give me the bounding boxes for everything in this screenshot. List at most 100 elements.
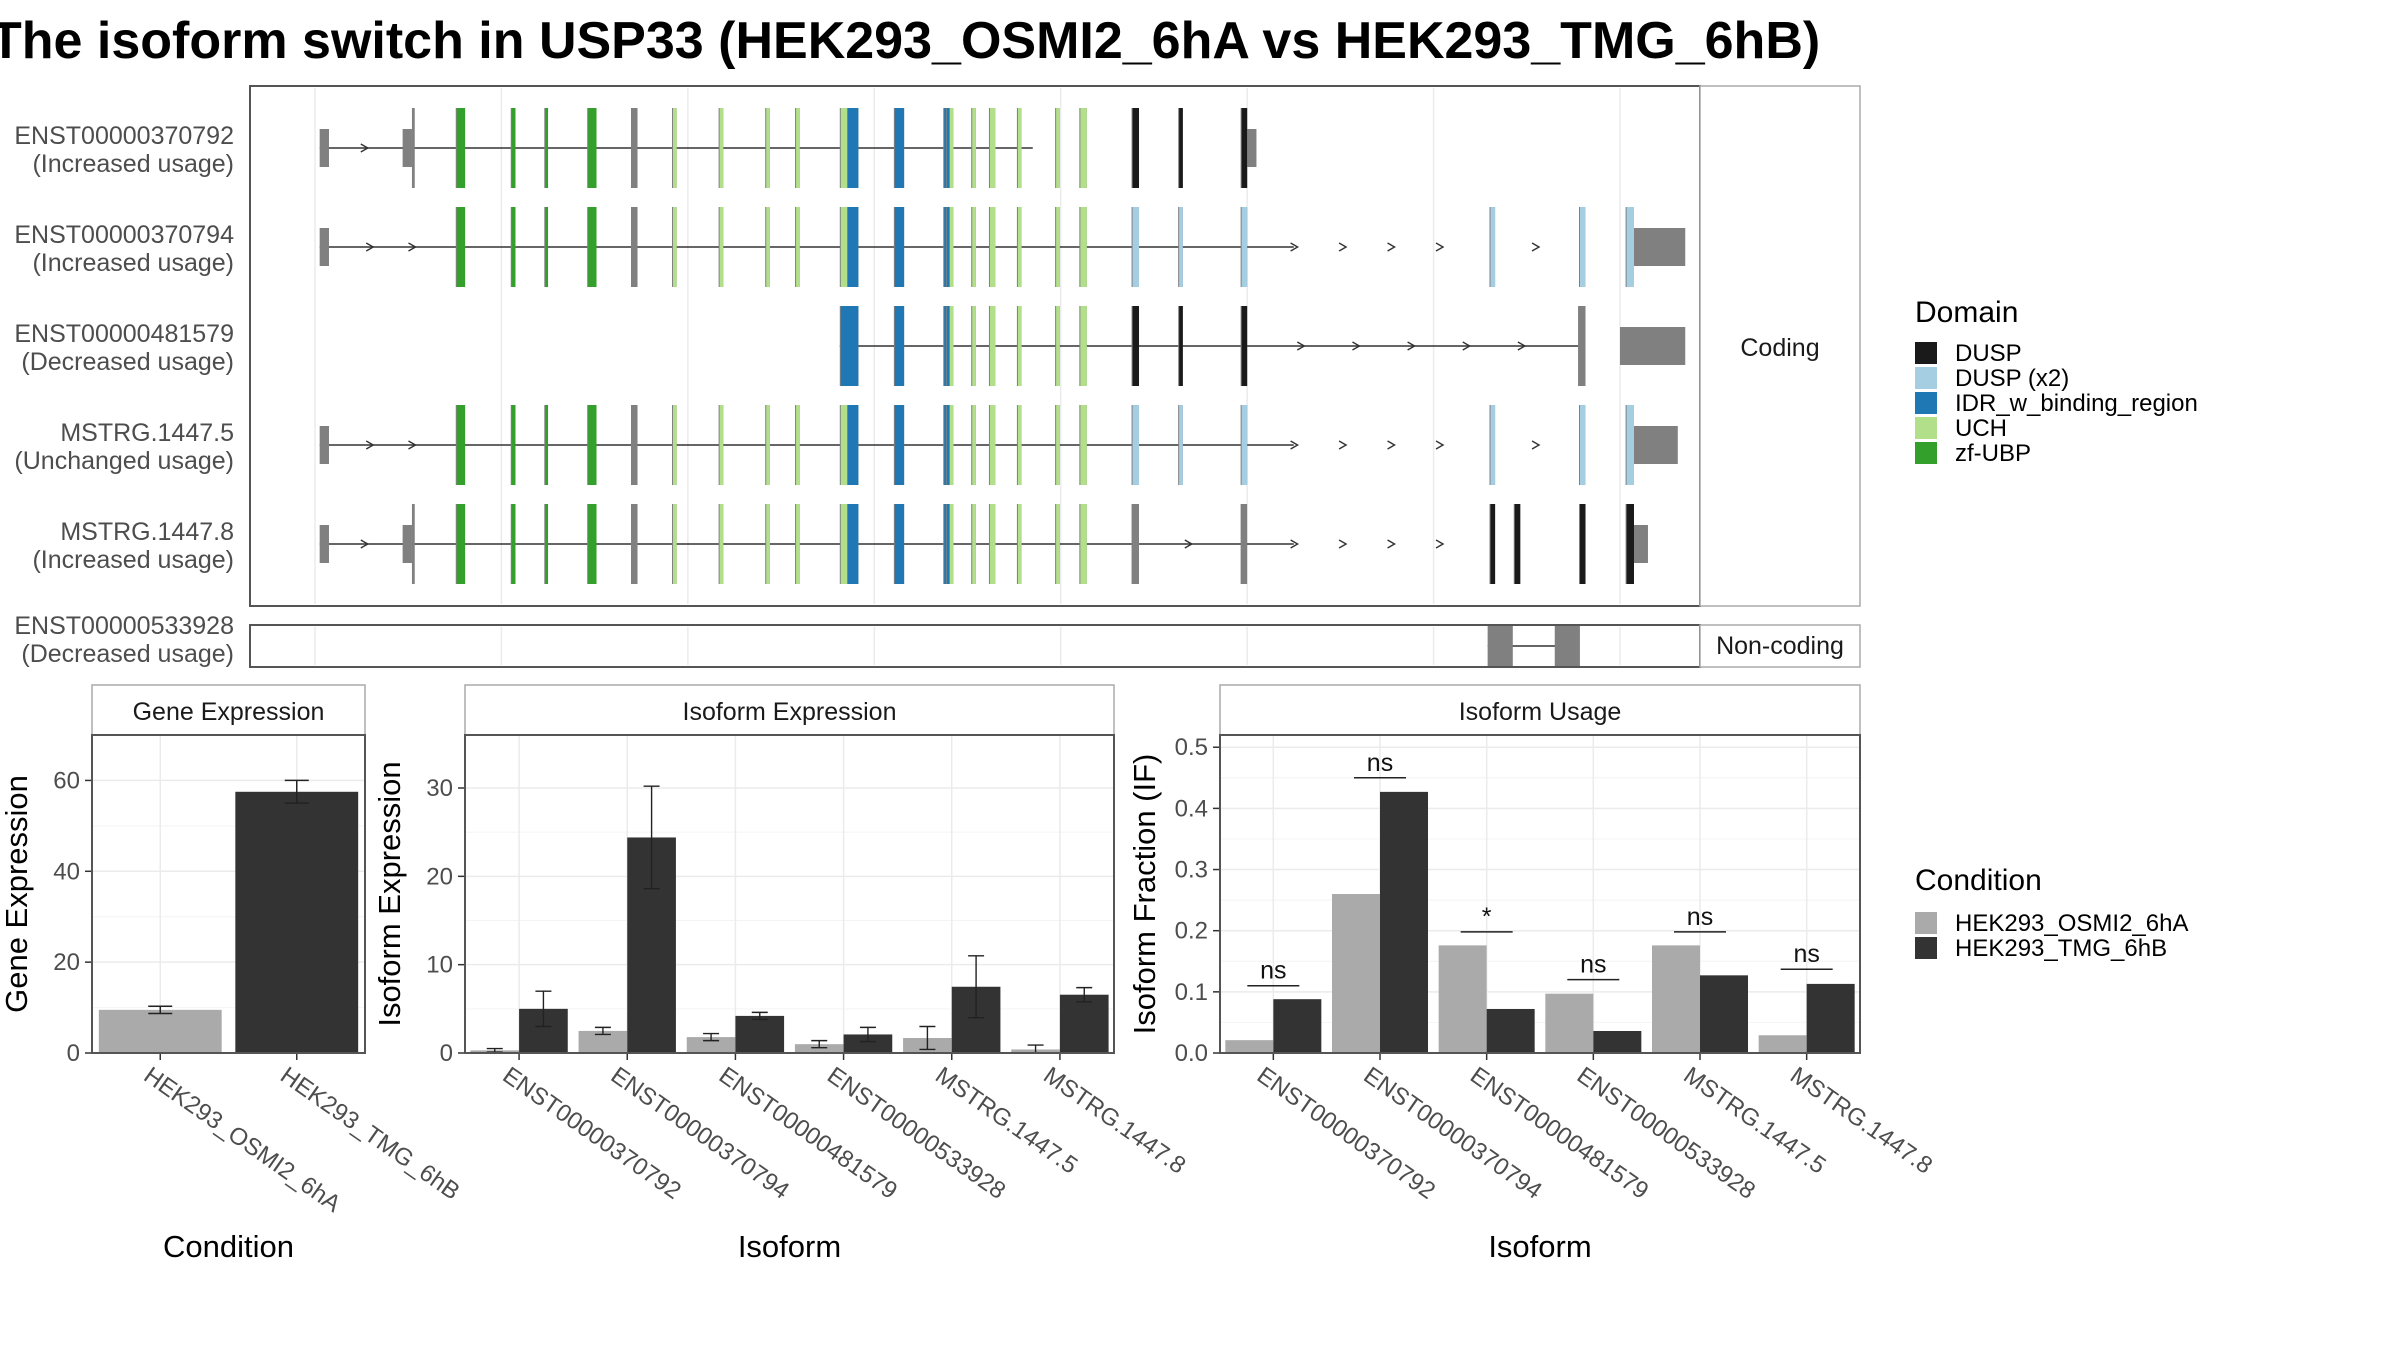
domain-segment — [1179, 306, 1183, 386]
bar — [1806, 983, 1855, 1053]
domain-segment — [949, 405, 954, 485]
coding-exon — [630, 504, 638, 584]
y-tick-label: 0 — [440, 1040, 453, 1067]
bar — [1273, 999, 1322, 1053]
noncoding-exon — [1633, 228, 1686, 266]
bar — [735, 1015, 785, 1053]
coding-exon — [946, 405, 954, 485]
domain-legend-label: DUSP (x2) — [1955, 365, 2069, 392]
domain-segment — [766, 108, 770, 188]
y-axis-title: Isoform Fraction (IF) — [1127, 754, 1162, 1035]
domain-segment — [1490, 207, 1496, 287]
domain-segment — [972, 405, 976, 485]
coding-exon — [630, 108, 638, 188]
coding-exon — [630, 207, 638, 287]
noncoding-exon — [1554, 626, 1580, 666]
noncoding-exon — [319, 129, 329, 167]
domain-segment — [894, 405, 905, 485]
domain-segment — [1179, 405, 1183, 485]
domain-segment — [1241, 108, 1248, 188]
domain-segment — [796, 207, 800, 287]
direction-arrow — [1387, 242, 1396, 252]
domain-segment — [456, 504, 466, 584]
domain-segment — [588, 405, 597, 485]
domain-segment — [894, 504, 905, 584]
coding-exon — [946, 108, 954, 188]
y-tick-label: 0.3 — [1175, 857, 1208, 884]
error-bar — [643, 785, 660, 890]
domain-segment — [1579, 504, 1586, 584]
coding-exon — [411, 504, 415, 584]
y-tick-label: 40 — [53, 858, 80, 885]
error-bar — [703, 1032, 720, 1042]
panel-border — [464, 734, 1115, 1054]
domain-segment — [456, 207, 466, 287]
direction-arrow — [360, 143, 370, 153]
bar — [235, 791, 359, 1053]
significance-label: * — [1482, 903, 1492, 931]
domain-segment — [1080, 405, 1087, 485]
domain-legend-key — [1915, 392, 1937, 414]
y-tick-label: 0 — [67, 1040, 80, 1067]
figure-title: The isoform switch in USP33 (HEK293_OSMI… — [0, 12, 1820, 70]
condition-legend-label: HEK293_TMG_6hB — [1955, 935, 2167, 962]
domain-segment — [456, 108, 466, 188]
x-axis-title: Isoform — [1488, 1229, 1591, 1264]
direction-arrow — [1435, 440, 1445, 450]
domain-segment — [796, 504, 800, 584]
bar — [794, 1044, 844, 1053]
transcript-status-label: (Unchanged usage) — [14, 447, 234, 475]
domain-segment — [511, 108, 516, 188]
domain-segment — [673, 504, 677, 584]
domain-legend-key — [1915, 442, 1937, 464]
significance-label: ns — [1367, 749, 1393, 777]
direction-arrow — [1531, 242, 1541, 252]
noncoding-panel-border — [249, 624, 1701, 668]
error-bar — [751, 1011, 768, 1021]
transcript-ENST00000370794 — [319, 207, 1686, 287]
domain-segment — [1241, 306, 1248, 386]
domain-segment — [989, 504, 996, 584]
domain-segment — [1056, 405, 1060, 485]
x-axis-title: Condition — [163, 1229, 294, 1264]
domain-legend-label: UCH — [1955, 415, 2007, 442]
direction-arrow — [1531, 440, 1541, 450]
bar — [843, 1034, 893, 1053]
direction-arrow — [365, 440, 375, 450]
domain-segment — [796, 405, 800, 485]
domain-segment — [766, 207, 770, 287]
significance-label: ns — [1580, 951, 1606, 979]
bar — [98, 1009, 222, 1053]
coding-exon — [411, 108, 415, 188]
bar — [1059, 994, 1109, 1053]
bar — [1380, 791, 1428, 1053]
domain-segment — [947, 108, 950, 188]
domain-segment — [1490, 504, 1496, 584]
direction-arrow — [1338, 440, 1348, 450]
domain-segment — [766, 504, 770, 584]
domain-segment — [989, 405, 996, 485]
domain-segment — [1132, 207, 1140, 287]
domain-segment — [972, 504, 976, 584]
domain-segment — [588, 108, 597, 188]
domain-segment — [847, 207, 859, 287]
bar — [578, 1030, 628, 1053]
domain-segment — [840, 306, 859, 386]
x-axis-title: Isoform — [738, 1229, 841, 1264]
error-bar — [594, 1026, 611, 1036]
transcript-id-label: ENST00000481579 — [14, 320, 234, 348]
noncoding-exon — [1633, 525, 1648, 563]
domain-segment — [1626, 504, 1634, 584]
significance-label: ns — [1687, 903, 1713, 931]
domain-segment — [1017, 504, 1022, 584]
coding-exon — [946, 207, 954, 287]
bar — [1545, 993, 1594, 1053]
domain-segment — [511, 405, 516, 485]
noncoding-facet-label: Non-coding — [1716, 632, 1844, 660]
domain-segment — [511, 207, 516, 287]
domain-segment — [949, 207, 954, 287]
coding-exon — [630, 405, 638, 485]
direction-arrow — [1290, 539, 1300, 549]
domain-segment — [1490, 405, 1496, 485]
domain-segment — [545, 504, 549, 584]
